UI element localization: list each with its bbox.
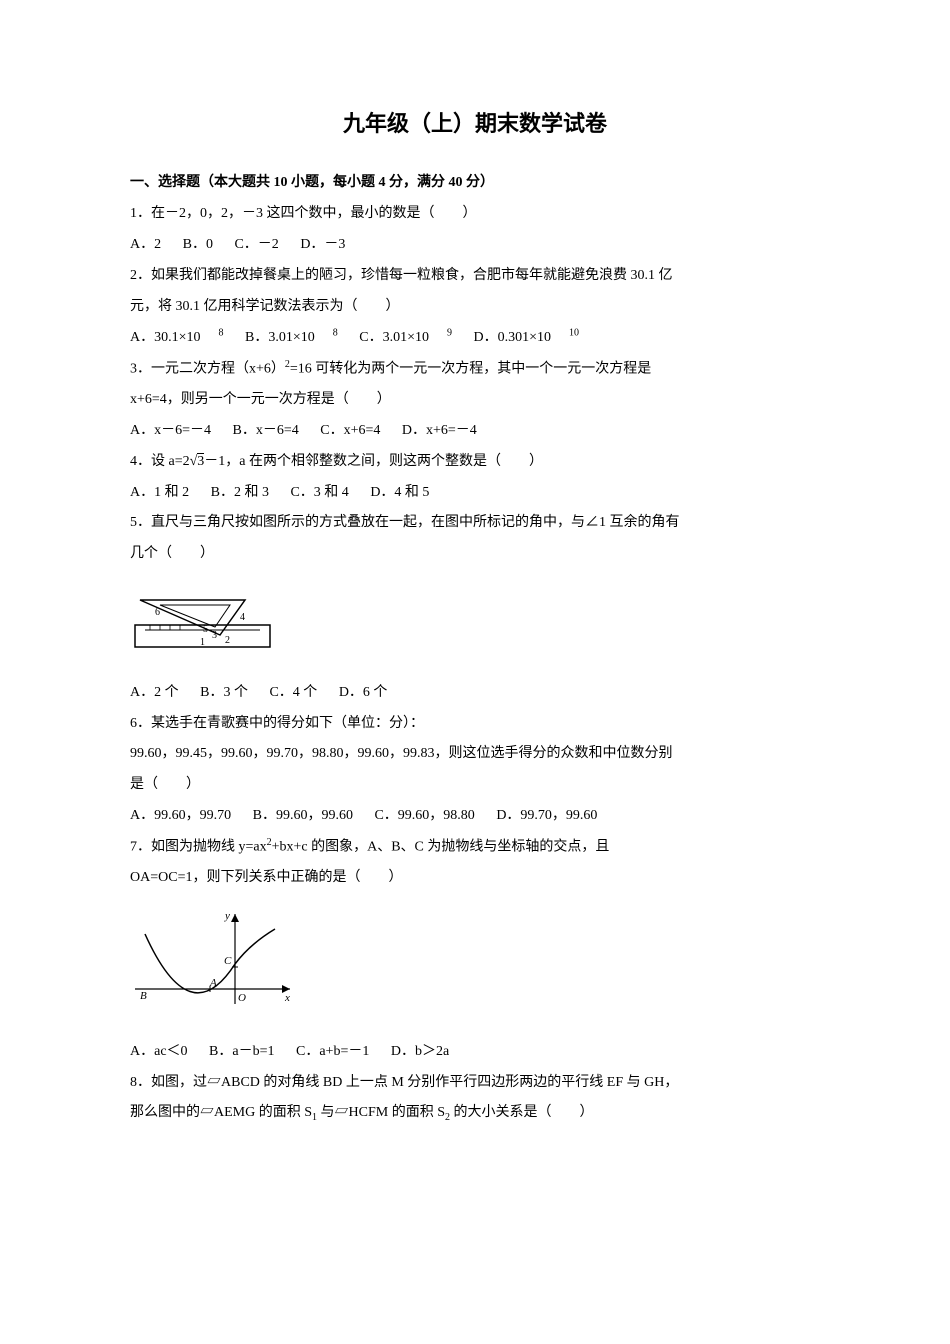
question-4: 4．设 a=2√3－1，a 在两个相邻整数之间，则这两个整数是（ ） A．1 和… <box>130 447 820 509</box>
q2-opt-d-pre: D．0.301×10 <box>473 330 551 345</box>
question-7: 7．如图为抛物线 y=ax2+bx+c 的图象，A、B、C 为抛物线与坐标轴的交… <box>130 832 820 1068</box>
q8-line2: 那么图中的▱AEMG 的面积 S1 与▱HCFM 的面积 S2 的大小关系是（ … <box>130 1098 820 1129</box>
q6-opt-b: B．99.60，99.60 <box>253 808 353 823</box>
point-c-label: C <box>224 955 232 967</box>
q3-options: A．x－6=－4 B．x－6=4 C．x+6=4 D．x+6=－4 <box>130 416 820 447</box>
q7-opt-a: A．ac＜0 <box>130 1044 188 1059</box>
q4-text-pre: 4．设 a=2 <box>130 454 190 469</box>
q2-opt-a-pre: A．30.1×10 <box>130 330 201 345</box>
q3-line2: x+6=4，则另一个一元一次方程是（ ） <box>130 385 820 416</box>
q4-text: 4．设 a=2√3－1，a 在两个相邻整数之间，则这两个整数是（ ） <box>130 447 820 478</box>
q2-opt-c: C．3.01×10 9 <box>359 330 452 345</box>
q8-line2-pre: 那么图中的▱AEMG 的面积 S <box>130 1105 312 1120</box>
q7-line2: OA=OC=1，则下列关系中正确的是（ ） <box>130 863 820 894</box>
q7-line1: 7．如图为抛物线 y=ax2+bx+c 的图象，A、B、C 为抛物线与坐标轴的交… <box>130 832 820 863</box>
q6-opt-a: A．99.60，99.70 <box>130 808 231 823</box>
q3-opt-a: A．x－6=－4 <box>130 423 211 438</box>
origin-label: O <box>238 992 246 1004</box>
q7-line1-post: +bx+c 的图象，A、B、C 为抛物线与坐标轴的交点，且 <box>272 840 610 855</box>
q7-options: A．ac＜0 B．a－b=1 C．a+b=－1 D．b＞2a <box>130 1037 820 1068</box>
q2-opt-d: D．0.301×10 10 <box>473 330 579 345</box>
q6-opt-c: C．99.60，98.80 <box>374 808 474 823</box>
q2-line2: 元，将 30.1 亿用科学记数法表示为（ ） <box>130 292 820 323</box>
q1-options: A．2 B．0 C．－2 D．－3 <box>130 230 820 261</box>
q4-opt-a: A．1 和 2 <box>130 485 189 500</box>
q8-line1: 8．如图，过▱ABCD 的对角线 BD 上一点 M 分别作平行四边形两边的平行线… <box>130 1068 820 1099</box>
q2-line1: 2．如果我们都能改掉餐桌上的陋习，珍惜每一粒粮食，合肥市每年就能避免浪费 30.… <box>130 261 820 292</box>
q2-opt-d-sup: 10 <box>569 327 579 338</box>
angle-6-label: 6 <box>155 607 160 618</box>
angle-1-label: 1 <box>200 637 205 648</box>
angle-5-label: 5 <box>203 624 208 635</box>
q5-figure: 1 2 3 4 5 6 <box>130 580 820 668</box>
q2-opt-b-pre: B．3.01×10 <box>245 330 315 345</box>
q3-line1-post: =16 可转化为两个一元一次方程，其中一个一元一次方程是 <box>290 361 651 376</box>
q4-options: A．1 和 2 B．2 和 3 C．3 和 4 D．4 和 5 <box>130 478 820 509</box>
q6-line3: 是（ ） <box>130 770 820 801</box>
q5-opt-d: D．6 个 <box>339 685 388 700</box>
q1-opt-c: C．－2 <box>234 237 278 252</box>
q7-figure: O x y A B C <box>130 904 820 1027</box>
angle-4-label: 4 <box>240 612 245 623</box>
q8-line2-mid: 与▱HCFM 的面积 S <box>317 1105 445 1120</box>
q7-opt-d: D．b＞2a <box>391 1044 449 1059</box>
question-8: 8．如图，过▱ABCD 的对角线 BD 上一点 M 分别作平行四边形两边的平行线… <box>130 1068 820 1130</box>
angle-2-label: 2 <box>225 635 230 646</box>
q1-opt-d: D．－3 <box>300 237 345 252</box>
q5-opt-c: C．4 个 <box>269 685 317 700</box>
q4-opt-c: C．3 和 4 <box>290 485 348 500</box>
question-6: 6．某选手在青歌赛中的得分如下（单位：分）： 99.60，99.45，99.60… <box>130 709 820 832</box>
q6-line2: 99.60，99.45，99.60，99.70，98.80，99.60，99.8… <box>130 739 820 770</box>
q5-opt-a: A．2 个 <box>130 685 179 700</box>
question-2: 2．如果我们都能改掉餐桌上的陋习，珍惜每一粒粮食，合肥市每年就能避免浪费 30.… <box>130 261 820 354</box>
page-title: 九年级（上）期末数学试卷 <box>130 100 820 148</box>
question-5: 5．直尺与三角尺按如图所示的方式叠放在一起，在图中所标记的角中，与∠1 互余的角… <box>130 508 820 708</box>
q1-text: 1．在－2，0，2，－3 这四个数中，最小的数是（ ） <box>130 199 820 230</box>
q2-opt-b-sup: 8 <box>333 327 338 338</box>
q4-opt-d: D．4 和 5 <box>370 485 429 500</box>
q3-opt-b: B．x－6=4 <box>233 423 299 438</box>
q3-line1-pre: 3．一元二次方程（x+6） <box>130 361 285 376</box>
q7-line1-pre: 7．如图为抛物线 y=ax <box>130 840 267 855</box>
q3-opt-c: C．x+6=4 <box>320 423 380 438</box>
question-3: 3．一元二次方程（x+6）2=16 可转化为两个一元一次方程，其中一个一元一次方… <box>130 354 820 447</box>
q7-opt-b: B．a－b=1 <box>209 1044 274 1059</box>
q5-options: A．2 个 B．3 个 C．4 个 D．6 个 <box>130 678 820 709</box>
angle-3-label: 3 <box>212 630 217 641</box>
q4-text-post: －1，a 在两个相邻整数之间，则这两个整数是（ ） <box>204 454 543 469</box>
q5-opt-b: B．3 个 <box>200 685 248 700</box>
q2-opt-a-sup: 8 <box>219 327 224 338</box>
q5-line1: 5．直尺与三角尺按如图所示的方式叠放在一起，在图中所标记的角中，与∠1 互余的角… <box>130 508 820 539</box>
q3-opt-d: D．x+6=－4 <box>402 423 477 438</box>
x-axis-label: x <box>284 992 290 1004</box>
question-1: 1．在－2，0，2，－3 这四个数中，最小的数是（ ） A．2 B．0 C．－2… <box>130 199 820 261</box>
section-header: 一、选择题（本大题共 10 小题，每小题 4 分，满分 40 分） <box>130 168 820 199</box>
q4-opt-b: B．2 和 3 <box>211 485 269 500</box>
ruler-triangle-icon: 1 2 3 4 5 6 <box>130 580 275 655</box>
q2-opt-a: A．30.1×10 8 <box>130 330 224 345</box>
q8-line2-post: 的大小关系是（ ） <box>450 1105 594 1120</box>
q5-line2: 几个（ ） <box>130 539 820 570</box>
q3-line1: 3．一元二次方程（x+6）2=16 可转化为两个一元一次方程，其中一个一元一次方… <box>130 354 820 385</box>
q6-opt-d: D．99.70，99.60 <box>496 808 597 823</box>
q6-options: A．99.60，99.70 B．99.60，99.60 C．99.60，98.8… <box>130 801 820 832</box>
y-axis-label: y <box>224 910 230 922</box>
q2-options: A．30.1×10 8 B．3.01×10 8 C．3.01×10 9 D．0.301… <box>130 322 820 353</box>
q1-opt-b: B．0 <box>183 237 213 252</box>
q6-line1: 6．某选手在青歌赛中的得分如下（单位：分）： <box>130 709 820 740</box>
q7-opt-c: C．a+b=－1 <box>296 1044 369 1059</box>
point-b-label: B <box>140 990 147 1002</box>
q2-opt-c-sup: 9 <box>447 327 452 338</box>
parabola-icon: O x y A B C <box>130 904 300 1014</box>
q2-opt-c-pre: C．3.01×10 <box>359 330 429 345</box>
q1-opt-a: A．2 <box>130 237 161 252</box>
q2-opt-b: B．3.01×10 8 <box>245 330 338 345</box>
